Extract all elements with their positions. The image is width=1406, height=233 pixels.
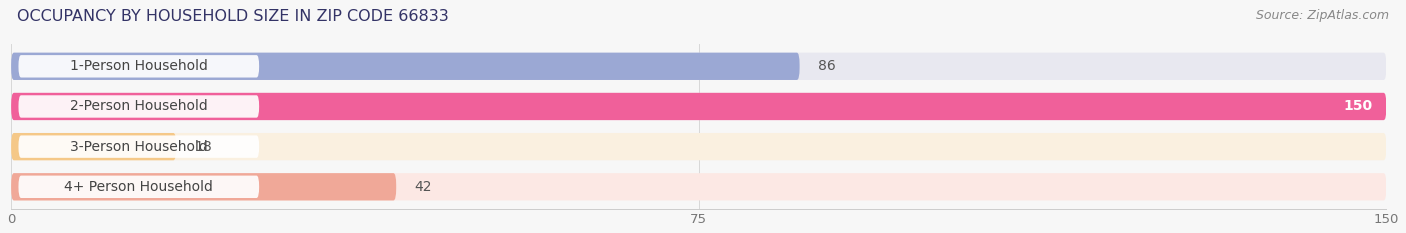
Text: 1-Person Household: 1-Person Household <box>70 59 208 73</box>
FancyBboxPatch shape <box>11 173 396 200</box>
FancyBboxPatch shape <box>11 133 176 160</box>
FancyBboxPatch shape <box>11 93 1386 120</box>
FancyBboxPatch shape <box>18 95 259 118</box>
FancyBboxPatch shape <box>11 93 1386 120</box>
Text: 4+ Person Household: 4+ Person Household <box>65 180 214 194</box>
Text: 86: 86 <box>818 59 835 73</box>
FancyBboxPatch shape <box>18 176 259 198</box>
Text: 2-Person Household: 2-Person Household <box>70 99 208 113</box>
FancyBboxPatch shape <box>11 53 800 80</box>
FancyBboxPatch shape <box>11 133 1386 160</box>
FancyBboxPatch shape <box>11 53 1386 80</box>
Text: 42: 42 <box>415 180 432 194</box>
FancyBboxPatch shape <box>11 173 1386 200</box>
FancyBboxPatch shape <box>18 135 259 158</box>
FancyBboxPatch shape <box>18 55 259 78</box>
Text: 150: 150 <box>1344 99 1372 113</box>
Text: 18: 18 <box>194 140 212 154</box>
Text: Source: ZipAtlas.com: Source: ZipAtlas.com <box>1256 9 1389 22</box>
Text: OCCUPANCY BY HOUSEHOLD SIZE IN ZIP CODE 66833: OCCUPANCY BY HOUSEHOLD SIZE IN ZIP CODE … <box>17 9 449 24</box>
Text: 3-Person Household: 3-Person Household <box>70 140 208 154</box>
